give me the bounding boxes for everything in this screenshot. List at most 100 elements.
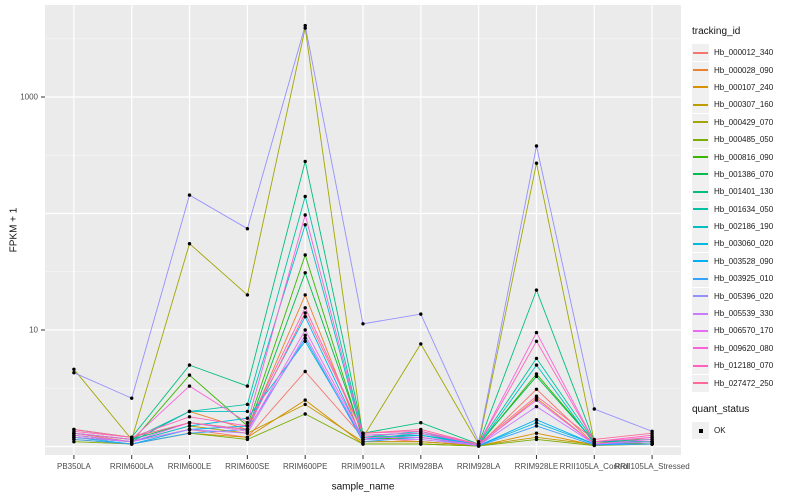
legend-line-icon xyxy=(693,173,708,176)
legend-entry-label: Hb_003060_020 xyxy=(714,239,774,249)
legend-line-icon xyxy=(693,138,708,141)
legend-line-icon xyxy=(693,382,708,385)
legend-line-icon xyxy=(693,225,708,228)
data-point xyxy=(534,363,539,367)
data-point xyxy=(187,424,192,428)
x-tick-label: RRIM928LA xyxy=(456,462,501,471)
legend-key-swatch xyxy=(692,339,709,357)
data-point xyxy=(592,437,596,442)
y-axis-title: FPKM + 1 xyxy=(8,207,20,253)
data-point xyxy=(303,369,307,374)
data-point xyxy=(650,431,654,435)
legend-entry-Hb_005396_020: Hb_005396_020 xyxy=(692,287,800,305)
quant-legend-items: OK xyxy=(692,422,800,439)
legend-entry-Hb_003925_010: Hb_003925_010 xyxy=(692,270,800,288)
legend-key-swatch xyxy=(692,165,709,183)
data-point xyxy=(303,223,307,227)
x-tick-label: PB350LA xyxy=(57,462,91,471)
data-point xyxy=(303,293,307,297)
legend-entry-label: Hb_012180_070 xyxy=(714,361,774,371)
legend-title: tracking_id xyxy=(692,26,741,37)
legend-key-swatch xyxy=(692,252,709,270)
x-tick-label: RRIM600SE xyxy=(225,462,270,471)
legend-entry-Hb_005539_330: Hb_005539_330 xyxy=(692,305,800,323)
data-point xyxy=(303,26,307,30)
legend-line-icon xyxy=(693,69,708,72)
data-point xyxy=(245,424,250,428)
legend-key-swatch xyxy=(692,374,709,392)
legend-entry-Hb_000816_090: Hb_000816_090 xyxy=(692,148,800,166)
data-point xyxy=(534,404,539,409)
data-point xyxy=(245,402,250,407)
data-point xyxy=(419,421,423,425)
legend-line-icon xyxy=(693,295,708,298)
data-point xyxy=(303,336,307,340)
legend-key-swatch xyxy=(692,131,709,149)
legend-line-icon xyxy=(693,156,708,159)
data-point xyxy=(130,396,134,400)
legend-line-icon xyxy=(693,329,708,332)
data-point xyxy=(534,421,539,425)
legend-entry-Hb_006570_170: Hb_006570_170 xyxy=(692,322,800,340)
quant-legend-entry: OK xyxy=(692,422,800,439)
data-point xyxy=(534,437,539,442)
data-point xyxy=(361,322,365,326)
data-point xyxy=(534,288,539,292)
legend-entry-Hb_000307_160: Hb_000307_160 xyxy=(692,96,800,114)
legend-entry-label: Hb_003925_010 xyxy=(714,274,774,284)
data-point xyxy=(187,384,192,388)
legend-key-swatch xyxy=(692,96,709,114)
legend-key-swatch xyxy=(692,357,709,375)
legend-line-icon xyxy=(693,121,708,124)
legend-key-swatch xyxy=(692,148,709,166)
data-point xyxy=(187,421,192,425)
legend: tracking_id Hb_000012_340 Hb_000028_090 Hb… xyxy=(692,26,800,439)
data-point xyxy=(187,409,192,414)
data-point xyxy=(303,398,307,402)
data-point xyxy=(187,431,192,435)
data-point xyxy=(303,402,307,407)
legend-entry-label: Hb_000307_160 xyxy=(714,100,774,110)
legend-key-swatch xyxy=(692,183,709,201)
data-point xyxy=(534,339,539,343)
data-point xyxy=(245,421,250,425)
legend-key-swatch xyxy=(692,322,709,340)
data-point xyxy=(534,374,539,379)
legend-key-swatch xyxy=(692,61,709,79)
legend-entry-Hb_009620_080: Hb_009620_080 xyxy=(692,339,800,357)
legend-line-icon xyxy=(693,86,708,89)
data-point xyxy=(303,311,307,315)
legend-entry-Hb_003528_090: Hb_003528_090 xyxy=(692,252,800,270)
data-point xyxy=(303,412,307,416)
data-point xyxy=(187,427,192,432)
legend-key-swatch xyxy=(692,235,709,253)
quant-legend-key-swatch xyxy=(692,422,709,439)
x-tick-label: RRIM928BA xyxy=(398,462,444,471)
y-tick-label: 1000 xyxy=(20,92,38,102)
data-point xyxy=(534,394,539,398)
legend-line-icon xyxy=(693,277,708,280)
data-point xyxy=(534,144,539,148)
data-point xyxy=(303,339,307,343)
legend-entry-Hb_003060_020: Hb_003060_020 xyxy=(692,235,800,253)
data-point xyxy=(245,384,250,388)
legend-entry-Hb_000107_240: Hb_000107_240 xyxy=(692,78,800,96)
quant-legend-title: quant_status xyxy=(692,403,750,415)
data-point xyxy=(534,424,539,428)
legend-key-swatch xyxy=(692,200,709,218)
data-point xyxy=(72,367,76,371)
legend-key-swatch xyxy=(692,113,709,131)
data-point xyxy=(245,293,250,297)
legend-key-swatch xyxy=(692,44,709,62)
data-point xyxy=(534,398,539,402)
data-point xyxy=(303,333,307,337)
data-point xyxy=(245,227,250,231)
legend-entry-Hb_001634_050: Hb_001634_050 xyxy=(692,200,800,218)
data-point xyxy=(303,213,307,217)
data-point xyxy=(592,407,596,411)
data-point xyxy=(419,427,423,432)
data-point xyxy=(303,271,307,275)
data-point xyxy=(534,161,539,165)
